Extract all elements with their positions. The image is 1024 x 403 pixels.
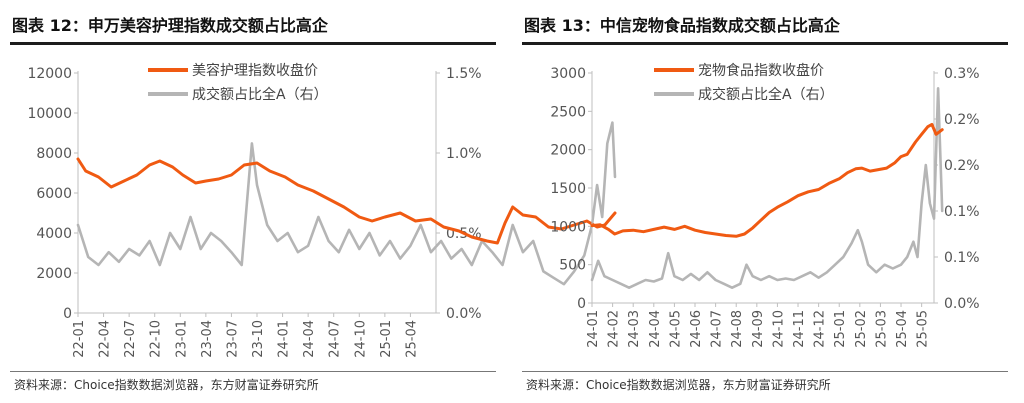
x-tick-label: 23-04 [200,320,215,358]
y-right-tick-label: 0.0% [446,306,482,322]
y-right-tick-label: 1.5% [446,66,482,82]
chart-panel-13: 图表 13：中信宠物食品指数成交额占比高企 0 500 1000 1500 2000 25… [512,0,1012,403]
x-tick-label: 25-01 [379,320,394,358]
title-rule [10,42,496,45]
legend-label: 美容护理指数收盘价 [192,62,318,79]
x-tick-label: 25-02 [854,310,869,348]
y-left-tick-label: 1500 [550,181,586,197]
y-left-tick-label: 6000 [36,186,72,202]
y-left-tick-label: 1000 [550,219,586,235]
x-tick-label: 24-10 [353,320,368,358]
y-left-tick-label: 3000 [550,66,586,82]
x-tick-label: 22-01 [72,320,87,358]
price-series-line [590,122,944,238]
x-tick-label: 22-04 [98,320,113,358]
x-tick-label: 24-03 [627,310,642,348]
x-tick-label: 25-03 [874,310,889,348]
y-left-tick-label: 10000 [27,106,72,122]
y-right-tick-label: 0.3% [944,66,980,82]
chart-12-svg: 0200040006000800010000120000.0%0.5%1.0%1… [27,62,617,358]
x-tick-label: 25-04 [404,320,419,358]
legend-label: 宠物食品指数收盘价 [698,62,824,79]
y-left-tick-label: 2500 [550,104,586,120]
x-tick-label: 24-04 [302,320,317,358]
x-tick-label: 25-05 [916,310,931,348]
x-tick-label: 24-07 [710,310,725,348]
title-rule [522,42,1008,45]
y-left-tick-label: 8000 [36,146,72,162]
x-tick-label: 24-06 [689,310,704,348]
x-tick-label: 24-11 [792,310,807,348]
y-left-tick-label: 2000 [36,266,72,282]
x-tick-label: 23-07 [225,320,240,358]
y-left-tick-label: 12000 [27,66,72,82]
share-series-line [76,121,617,286]
chart-title: 图表 13：中信宠物食品指数成交额占比高企 [524,16,840,35]
share-series-line [590,87,944,289]
chart-title: 图表 12：申万美容护理指数成交额占比高企 [12,16,328,35]
x-tick-label: 24-12 [813,310,828,348]
chart-panel-12: 图表 12：申万美容护理指数成交额占比高企 0 2000 4000 6000 8000 1… [0,0,617,403]
x-tick-label: 23-01 [174,320,189,358]
x-tick-label: 25-01 [833,310,848,348]
y-right-tick-label: 0.1% [944,204,980,220]
x-tick-label: 25-04 [895,310,910,348]
x-tick-label: 23-10 [251,320,266,358]
y-left-tick-label: 0 [577,296,586,312]
x-tick-label: 24-07 [328,320,343,358]
y-left-tick-label: 2000 [550,143,586,159]
source-note: 资料来源：Choice指数数据浏览器，东方财富证券研究所 [14,378,319,392]
x-tick-label: 24-01 [586,310,601,348]
x-tick-label: 24-10 [771,310,786,348]
source-note: 资料来源：Choice指数数据浏览器，东方财富证券研究所 [526,378,831,392]
x-tick-label: 24-01 [277,320,292,358]
x-tick-label: 24-08 [730,310,745,348]
source-rule [522,371,1008,372]
y-left-tick-label: 4000 [36,226,72,242]
x-tick-label: 24-02 [607,310,622,348]
x-tick-label: 24-05 [668,310,683,348]
x-tick-label: 24-04 [648,310,663,348]
y-right-tick-label: 0.2% [944,158,980,174]
y-right-tick-label: 0.1% [944,250,980,266]
y-left-tick-label: 500 [559,258,586,274]
source-rule [10,371,496,372]
legend-label: 成交额占比全A（右） [698,86,834,103]
x-tick-label: 24-09 [751,310,766,348]
y-right-tick-label: 0.2% [944,112,980,128]
y-right-tick-label: 1.0% [446,146,482,162]
y-right-tick-label: 0.0% [944,296,980,312]
x-tick-label: 22-07 [123,320,138,358]
chart-13-svg: 0 500 1000 1500 2000 2500 3000 0.0% 0.1% 0.1% 0.2%… [550,62,980,348]
x-tick-label: 22-10 [149,320,164,358]
y-left-tick-label: 0 [63,306,72,322]
legend-label: 成交额占比全A（右） [192,86,328,103]
price-series-line [76,157,617,245]
